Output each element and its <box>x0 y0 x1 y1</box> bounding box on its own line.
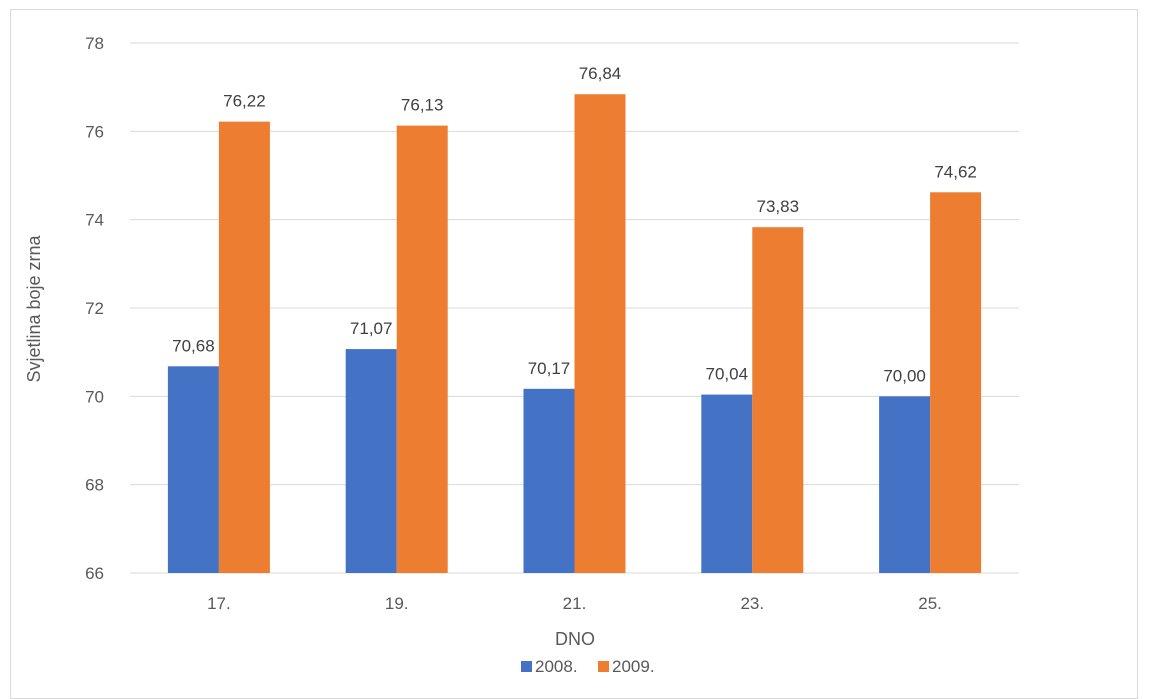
x-tick-label: 25. <box>918 594 942 613</box>
x-tick-label: 19. <box>385 594 409 613</box>
y-tick-label: 66 <box>85 564 104 583</box>
gridlines <box>130 42 1019 574</box>
data-labels: 70,68 76,22 71,07 76,13 70,17 76,84 70,04 73,83… <box>172 64 977 385</box>
y-axis-ticks: 66 68 70 72 74 76 78 <box>85 34 104 583</box>
x-tick-label: 21. <box>563 594 587 613</box>
bar-2008-19 <box>345 349 397 573</box>
y-tick-label: 70 <box>85 387 104 406</box>
legend-swatch-2009 <box>598 661 609 672</box>
bar-2009-17 <box>218 121 270 573</box>
data-label: 70,00 <box>883 366 926 385</box>
legend-swatch-2008 <box>521 661 532 672</box>
bar-2008-23 <box>701 394 753 573</box>
bar-2009-19 <box>396 125 448 573</box>
y-axis-title: Svjetlina boje zrna <box>24 234 44 382</box>
y-tick-label: 78 <box>85 34 104 53</box>
y-tick-label: 68 <box>85 476 104 495</box>
bar-chart: 66 68 70 72 74 76 78 70,68 76,22 71,07 76,13 70,17… <box>24 34 1019 676</box>
data-label: 74,62 <box>934 162 977 181</box>
y-tick-label: 72 <box>85 299 104 318</box>
data-label: 70,17 <box>528 359 571 378</box>
bar-2008-21 <box>523 388 575 573</box>
x-tick-label: 23. <box>740 594 764 613</box>
data-label: 76,13 <box>401 96 444 115</box>
x-axis-ticks: 17. 19. 21. 23. 25. <box>207 594 942 613</box>
legend: 2008. 2009. <box>521 657 655 676</box>
data-label: 70,04 <box>706 365 749 384</box>
bar-2008-17 <box>167 366 219 573</box>
bar-2008-25 <box>879 396 931 573</box>
data-label: 70,68 <box>172 336 215 355</box>
data-label: 73,83 <box>757 197 800 216</box>
bars <box>167 94 982 574</box>
x-tick-label: 17. <box>207 594 231 613</box>
y-tick-label: 74 <box>85 211 104 230</box>
x-axis-title: DNO <box>555 629 595 649</box>
data-label: 71,07 <box>350 319 393 338</box>
bar-2009-21 <box>574 94 626 573</box>
bar-2009-23 <box>752 227 804 574</box>
data-label: 76,84 <box>579 64 622 83</box>
legend-label-2009: 2009. <box>612 657 655 676</box>
data-label: 76,22 <box>223 92 266 111</box>
legend-label-2008: 2008. <box>535 657 578 676</box>
bar-2009-25 <box>930 192 982 574</box>
y-tick-label: 76 <box>85 122 104 141</box>
